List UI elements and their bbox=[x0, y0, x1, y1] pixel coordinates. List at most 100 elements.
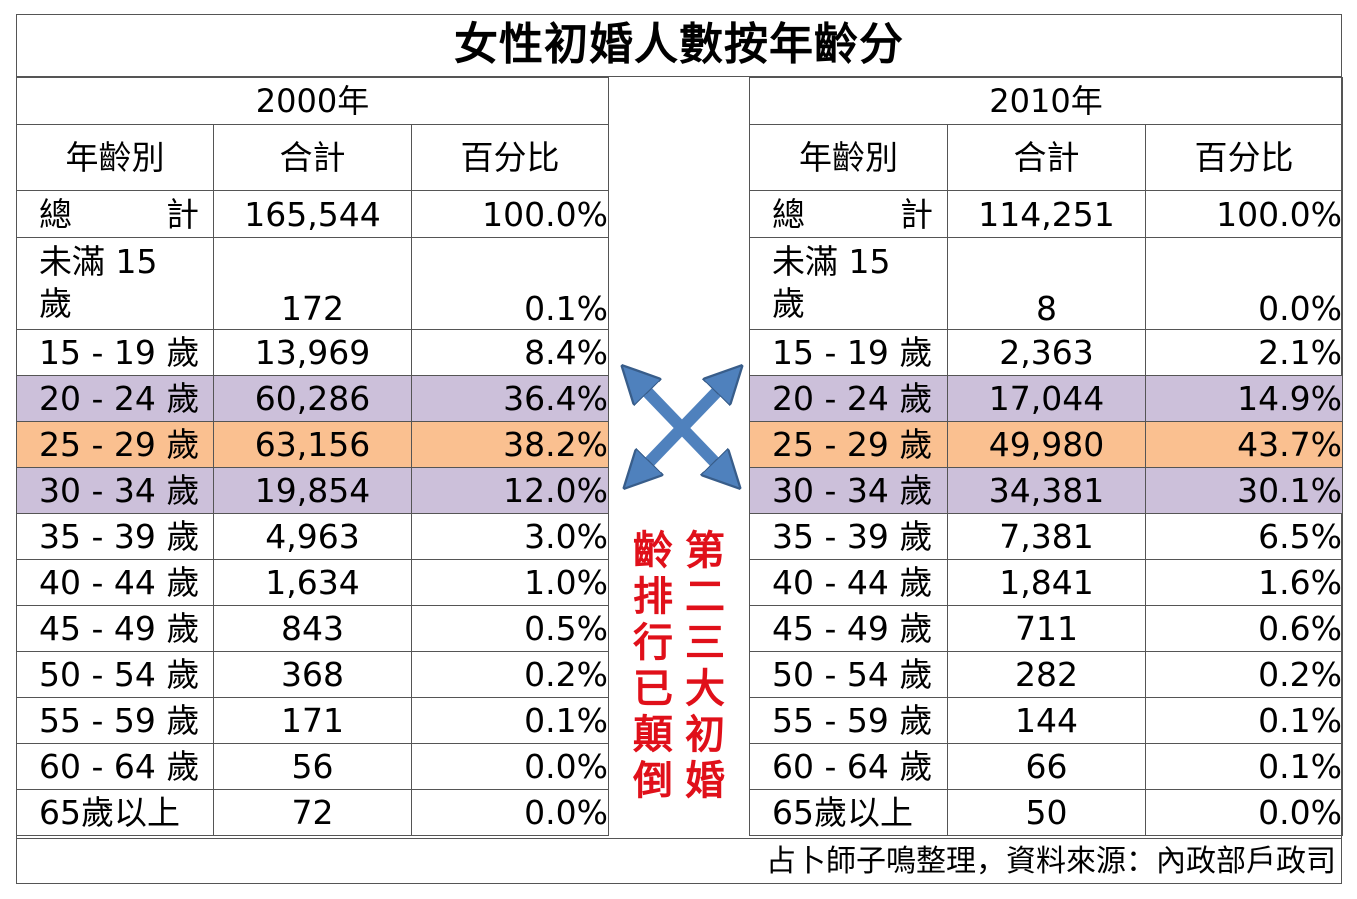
table-2000: 2000年 年齡別 合計 百分比 總計 165,544 100.0% 未滿 15… bbox=[16, 77, 609, 836]
table-row: 45 - 49 歲 843 0.5% bbox=[16, 605, 609, 652]
age-cell: 60 - 64 歲 bbox=[16, 743, 214, 790]
total-cell: 1,841 bbox=[947, 559, 1146, 606]
table-row-highlight: 25 - 29 歲 63,156 38.2% bbox=[16, 421, 609, 468]
pct-cell: 100.0% bbox=[411, 190, 609, 238]
age-line2: 歲 bbox=[39, 284, 72, 323]
pct-cell: 0.5% bbox=[411, 605, 609, 652]
header-total: 合計 bbox=[947, 124, 1146, 191]
table-2010: 2010年 年齡別 合計 百分比 總計 114,251 100.0% 未滿 15… bbox=[749, 77, 1343, 836]
total-cell: 282 bbox=[947, 651, 1146, 698]
total-cell: 171 bbox=[213, 697, 412, 744]
pct-cell: 6.5% bbox=[1145, 513, 1343, 560]
total-cell: 1,634 bbox=[213, 559, 412, 606]
pct-cell: 0.0% bbox=[411, 743, 609, 790]
pct-cell: 14.9% bbox=[1145, 375, 1343, 422]
table-row: 40 - 44 歲 1,841 1.6% bbox=[749, 559, 1343, 606]
pct-cell: 0.1% bbox=[1145, 743, 1343, 790]
table-row: 15 - 19 歲 2,363 2.1% bbox=[749, 329, 1343, 376]
total-cell: 60,286 bbox=[213, 375, 412, 422]
age-cell: 未滿 15 歲 bbox=[16, 237, 214, 330]
age-line1: 未滿 15 bbox=[39, 242, 158, 281]
pct-cell: 0.0% bbox=[411, 789, 609, 836]
total-cell: 144 bbox=[947, 697, 1146, 744]
table-row-highlight: 30 - 34 歲 19,854 12.0% bbox=[16, 467, 609, 514]
total-cell: 2,363 bbox=[947, 329, 1146, 376]
table-row-under15: 未滿 15 歲 8 0.0% bbox=[749, 237, 1343, 330]
age-cell: 25 - 29 歲 bbox=[749, 421, 948, 468]
age-cell: 40 - 44 歲 bbox=[749, 559, 948, 606]
age-line2: 歲 bbox=[772, 284, 805, 323]
total-cell: 843 bbox=[213, 605, 412, 652]
total-cell: 4,963 bbox=[213, 513, 412, 560]
pct-cell: 0.2% bbox=[1145, 651, 1343, 698]
table-row: 55 - 59 歲 171 0.1% bbox=[16, 697, 609, 744]
age-cell: 60 - 64 歲 bbox=[749, 743, 948, 790]
table-row: 65歲以上 72 0.0% bbox=[16, 789, 609, 836]
source-footer: 占卜師子鳴整理，資料來源：內政部戶政司 bbox=[16, 838, 1342, 884]
table-row: 50 - 54 歲 282 0.2% bbox=[749, 651, 1343, 698]
age-cell: 35 - 39 歲 bbox=[749, 513, 948, 560]
total-cell: 72 bbox=[213, 789, 412, 836]
pct-cell: 0.6% bbox=[1145, 605, 1343, 652]
age-cell: 50 - 54 歲 bbox=[16, 651, 214, 698]
pct-cell: 36.4% bbox=[411, 375, 609, 422]
four-way-cross-arrows-icon bbox=[612, 360, 752, 496]
age-cell: 50 - 54 歲 bbox=[749, 651, 948, 698]
pct-cell: 0.0% bbox=[1145, 789, 1343, 836]
table-row-highlight: 25 - 29 歲 49,980 43.7% bbox=[749, 421, 1343, 468]
pct-cell: 8.4% bbox=[411, 329, 609, 376]
age-cell: 30 - 34 歲 bbox=[16, 467, 214, 514]
total-cell: 8 bbox=[947, 237, 1146, 330]
age-cell: 35 - 39 歲 bbox=[16, 513, 214, 560]
annotation-col1: 第二三大初婚 bbox=[685, 527, 725, 804]
table-row-total: 總計 114,251 100.0% bbox=[749, 190, 1343, 238]
pct-cell: 3.0% bbox=[411, 513, 609, 560]
header-total: 合計 bbox=[213, 124, 412, 191]
age-cell: 30 - 34 歲 bbox=[749, 467, 948, 514]
annotation-col2: 齡排行已顛倒 bbox=[633, 527, 673, 804]
table-row: 60 - 64 歲 66 0.1% bbox=[749, 743, 1343, 790]
table-row-highlight: 30 - 34 歲 34,381 30.1% bbox=[749, 467, 1343, 514]
age-cell: 40 - 44 歲 bbox=[16, 559, 214, 606]
table-row-highlight: 20 - 24 歲 17,044 14.9% bbox=[749, 375, 1343, 422]
total-cell: 34,381 bbox=[947, 467, 1146, 514]
total-cell: 13,969 bbox=[213, 329, 412, 376]
table-row-under15: 未滿 15 歲 172 0.1% bbox=[16, 237, 609, 330]
age-cell: 20 - 24 歲 bbox=[16, 375, 214, 422]
header-age: 年齡別 bbox=[749, 124, 948, 191]
header-age: 年齡別 bbox=[16, 124, 214, 191]
table-row: 60 - 64 歲 56 0.0% bbox=[16, 743, 609, 790]
pct-cell: 100.0% bbox=[1145, 190, 1343, 238]
page-title: 女性初婚人數按年齡分 bbox=[16, 14, 1342, 77]
total-cell: 63,156 bbox=[213, 421, 412, 468]
total-cell: 50 bbox=[947, 789, 1146, 836]
age-cell: 15 - 19 歲 bbox=[749, 329, 948, 376]
pct-cell: 0.1% bbox=[1145, 697, 1343, 744]
pct-cell: 30.1% bbox=[1145, 467, 1343, 514]
total-cell: 172 bbox=[213, 237, 412, 330]
pct-cell: 2.1% bbox=[1145, 329, 1343, 376]
pct-cell: 1.0% bbox=[411, 559, 609, 606]
total-cell: 7,381 bbox=[947, 513, 1146, 560]
age-cell: 55 - 59 歲 bbox=[749, 697, 948, 744]
table-row-highlight: 20 - 24 歲 60,286 36.4% bbox=[16, 375, 609, 422]
total-cell: 19,854 bbox=[213, 467, 412, 514]
age-cell: 20 - 24 歲 bbox=[749, 375, 948, 422]
age-cell: 未滿 15 歲 bbox=[749, 237, 948, 330]
pct-cell: 0.1% bbox=[411, 237, 609, 330]
table-row: 15 - 19 歲 13,969 8.4% bbox=[16, 329, 609, 376]
total-cell: 56 bbox=[213, 743, 412, 790]
table-row: 50 - 54 歲 368 0.2% bbox=[16, 651, 609, 698]
age-cell: 總計 bbox=[16, 190, 214, 238]
total-cell: 165,544 bbox=[213, 190, 412, 238]
age-cell: 25 - 29 歲 bbox=[16, 421, 214, 468]
total-cell: 114,251 bbox=[947, 190, 1146, 238]
total-cell: 711 bbox=[947, 605, 1146, 652]
age-cell: 總計 bbox=[749, 190, 948, 238]
header-pct: 百分比 bbox=[411, 124, 609, 191]
total-cell: 66 bbox=[947, 743, 1146, 790]
age-line1: 未滿 15 bbox=[772, 242, 891, 281]
total-cell: 17,044 bbox=[947, 375, 1146, 422]
age-cell: 45 - 49 歲 bbox=[16, 605, 214, 652]
total-cell: 49,980 bbox=[947, 421, 1146, 468]
